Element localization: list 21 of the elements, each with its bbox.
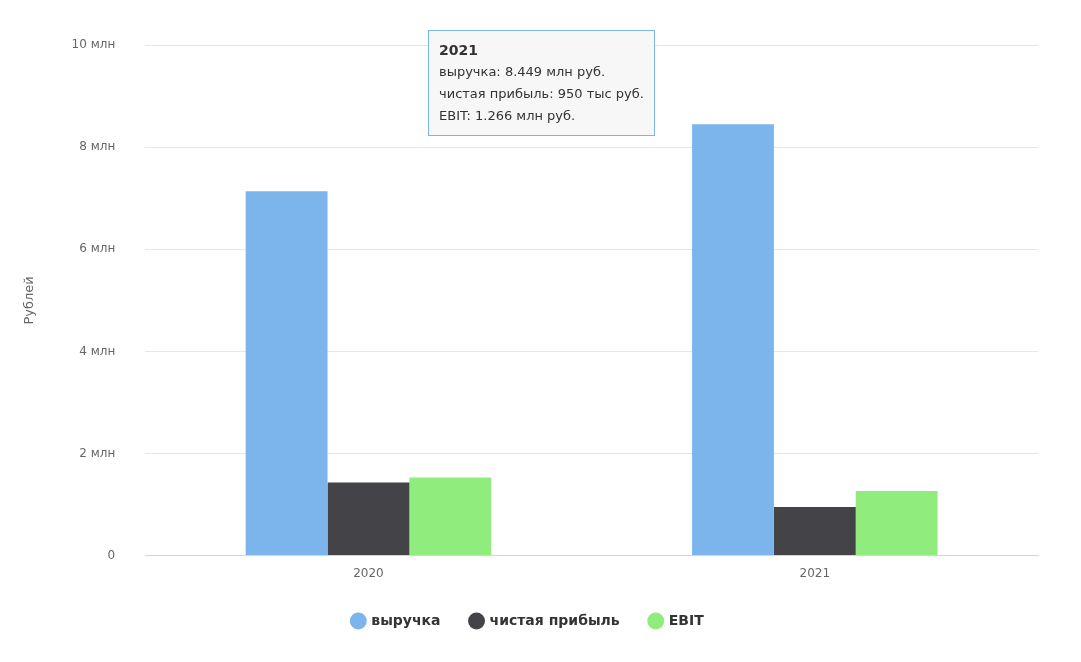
y-tick-label: 8 млн <box>79 139 116 154</box>
bar <box>692 124 774 556</box>
bar <box>773 507 856 556</box>
bar <box>855 490 938 556</box>
annotation: выручка: 8.449 млн руб. <box>439 63 607 81</box>
y-tick-label: 6 млн <box>79 241 116 256</box>
y-tick-label: 10 млн <box>71 37 116 52</box>
x-tick-label: 2020 <box>353 565 384 580</box>
y-tick-label: 4 млн <box>79 343 116 358</box>
annotation: чистая прибыль: 950 тыс руб. <box>439 85 644 103</box>
y-axis-title: Рублей <box>21 276 37 325</box>
legend-label: чистая прибыль <box>489 611 620 628</box>
legend-label: EBIT <box>668 611 705 628</box>
annotation: EBIT: 1.266 млн руб. <box>439 107 577 125</box>
bar <box>327 482 410 556</box>
y-tick-label: 2 млн <box>79 445 116 460</box>
y-tick-label: 0 <box>107 547 116 562</box>
bar <box>409 477 492 556</box>
bar <box>245 191 328 556</box>
legend-label: выручка <box>371 611 441 628</box>
annotation: 2021 <box>439 41 479 60</box>
